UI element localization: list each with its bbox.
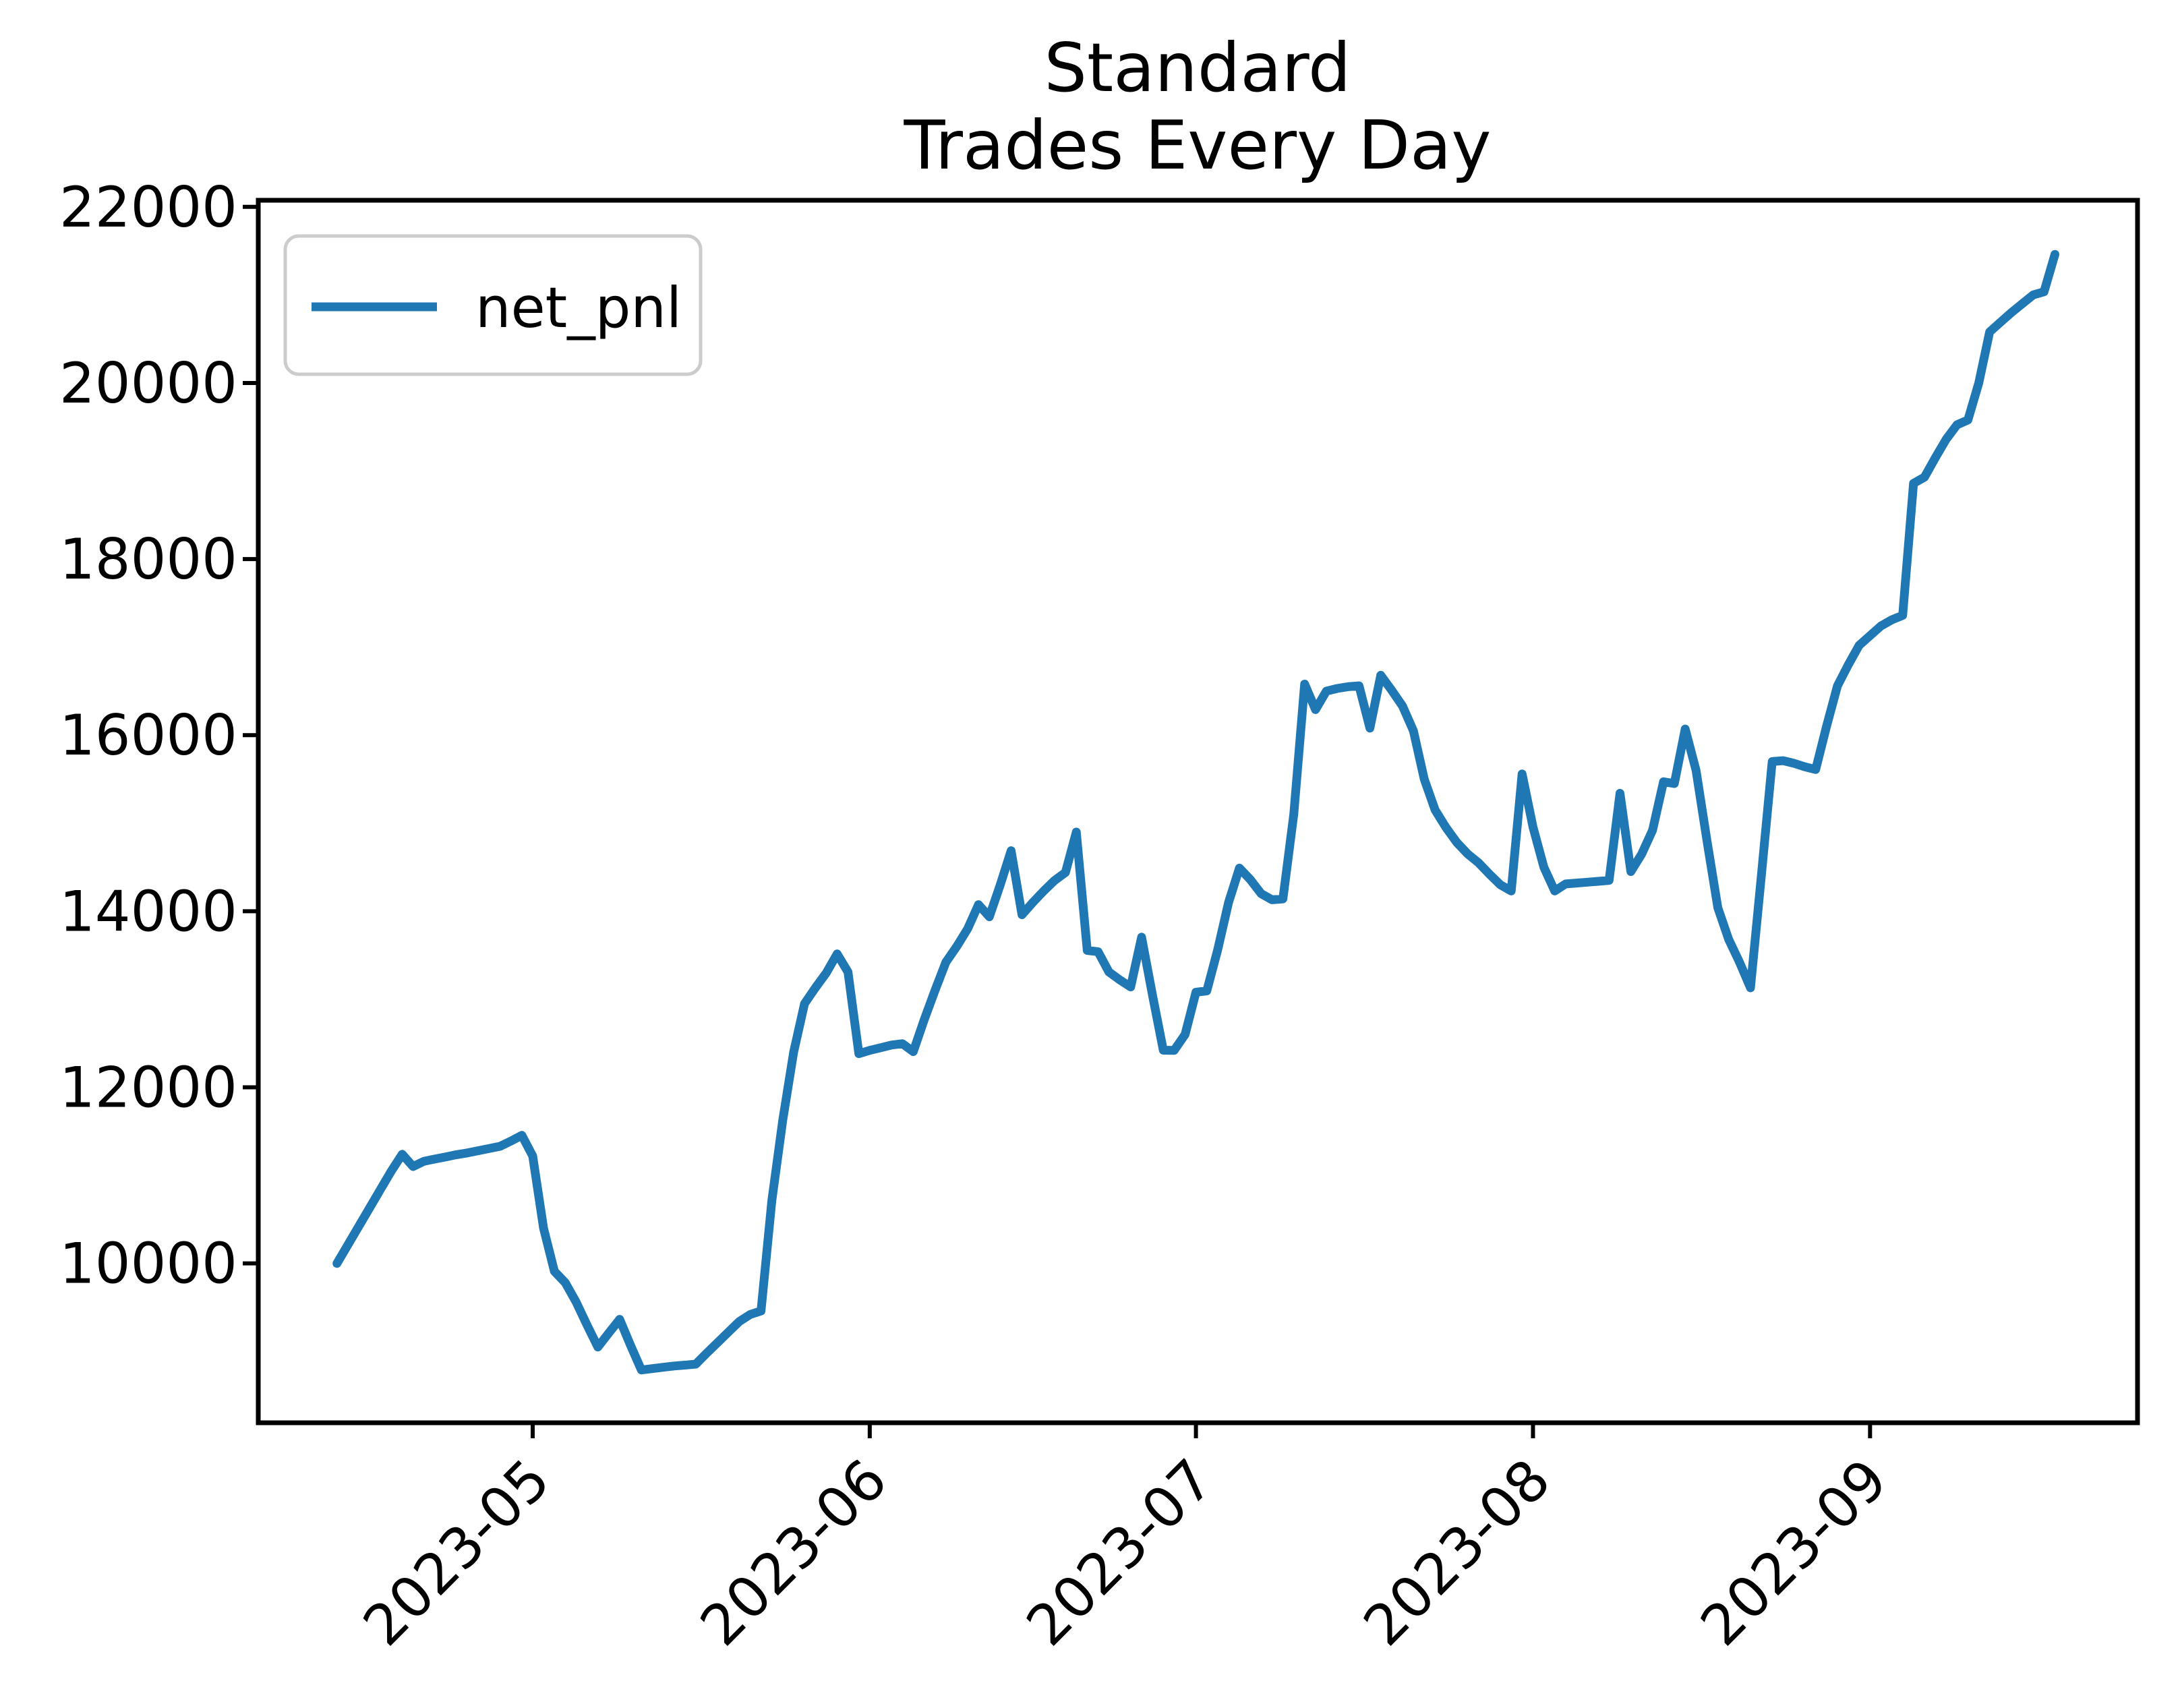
x-tick-label: 2023-05 (351, 1447, 562, 1659)
legend-box (283, 234, 703, 376)
plot-series (332, 249, 2059, 1375)
y-tick-label: 20000 (59, 351, 237, 416)
x-tick-label: 2023-09 (1688, 1447, 1900, 1659)
y-tick-label: 22000 (59, 175, 237, 240)
chart-title-line-2: Trades Every Day (903, 106, 1491, 185)
x-axis: 2023-05 2023-06 2023-07 2023-08 2023-09 (351, 1423, 1899, 1658)
chart-title-line-1: Standard (1044, 28, 1351, 107)
y-tick-label: 12000 (59, 1055, 237, 1121)
legend-label: net_pnl (475, 275, 682, 341)
x-tick-label: 2023-06 (688, 1447, 900, 1659)
x-tick-label: 2023-07 (1014, 1447, 1226, 1659)
net-pnl-line (332, 249, 2059, 1375)
plot-area (256, 198, 2140, 1425)
y-tick-label: 10000 (59, 1231, 237, 1297)
y-tick-label: 18000 (59, 527, 237, 592)
y-axis: 10000 12000 14000 16000 18000 20000 22000 (59, 175, 258, 1297)
legend: net_pnl (283, 234, 703, 376)
y-tick-label: 14000 (59, 879, 237, 944)
y-tick-label: 16000 (59, 703, 237, 768)
x-tick-label: 2023-08 (1351, 1447, 1563, 1659)
